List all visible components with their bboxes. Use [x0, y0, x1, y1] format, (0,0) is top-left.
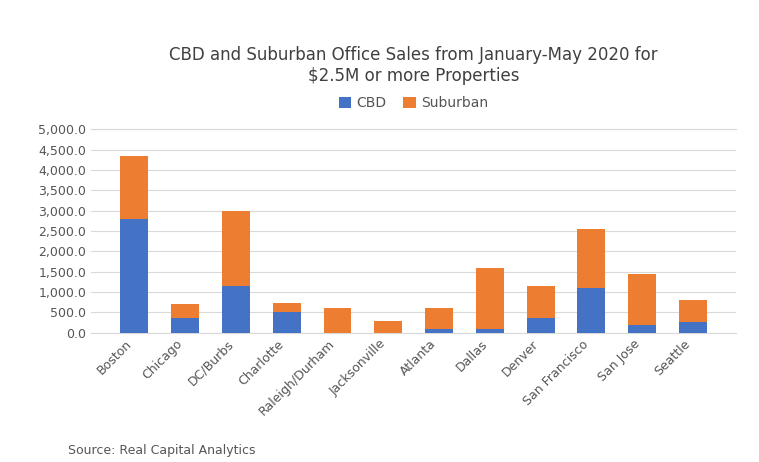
Bar [628, 274, 656, 324]
Bar [425, 328, 453, 333]
Bar [578, 229, 606, 288]
Bar [578, 288, 606, 333]
Text: Source: Real Capital Analytics: Source: Real Capital Analytics [68, 444, 256, 457]
Bar [527, 286, 555, 318]
Bar [172, 318, 199, 333]
Bar [476, 328, 504, 333]
Bar [272, 312, 301, 333]
Bar [222, 211, 250, 286]
Bar [628, 324, 656, 333]
Bar [425, 308, 453, 328]
Bar [476, 267, 504, 328]
Bar [527, 318, 555, 333]
Bar [222, 286, 250, 333]
Bar [272, 303, 301, 312]
Title: CBD and Suburban Office Sales from January-May 2020 for
$2.5M or more Properties: CBD and Suburban Office Sales from Janua… [169, 46, 658, 85]
Bar [679, 300, 707, 322]
Bar [679, 322, 707, 333]
Legend: CBD, Suburban: CBD, Suburban [335, 92, 493, 114]
Bar [121, 219, 148, 333]
Bar [121, 156, 148, 219]
Bar [323, 308, 351, 333]
Bar [172, 304, 199, 318]
Bar [374, 321, 402, 333]
